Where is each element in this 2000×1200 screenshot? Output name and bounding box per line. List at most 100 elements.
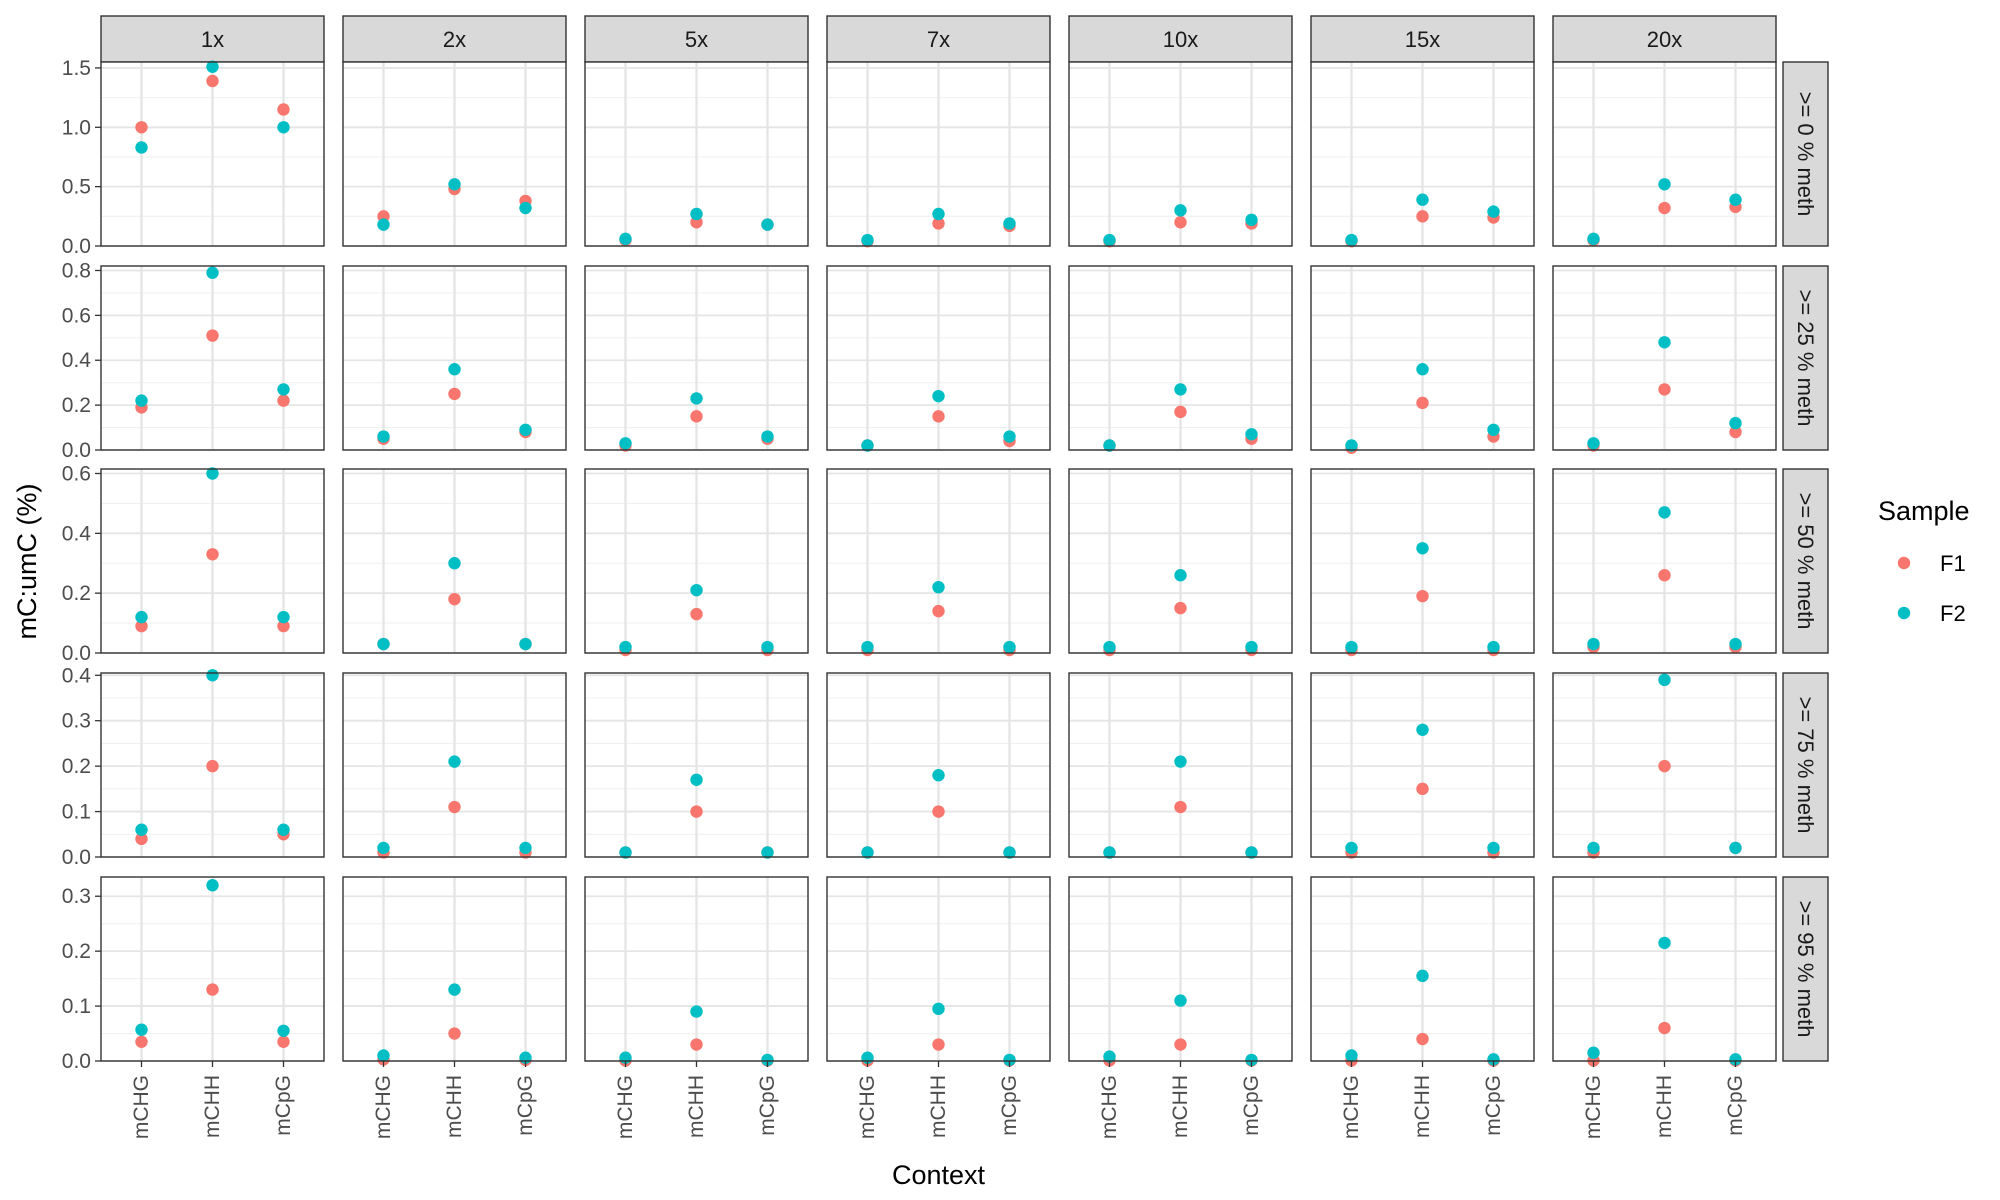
point-F2-mCHG (619, 437, 632, 450)
row-strip (1782, 876, 1829, 1062)
point-F2-mCpG (1487, 423, 1500, 437)
point-F2-mCHG (1103, 640, 1116, 654)
point-F2-mCpG (1729, 193, 1742, 206)
point-F2-mCpG (761, 1053, 774, 1067)
panel-border (826, 265, 1051, 451)
point-F1-mCHH (1416, 1032, 1429, 1046)
y-tick-label: 0.0 (62, 1050, 91, 1073)
point-F2-mCHG (1587, 637, 1600, 651)
point-F2-mCHH (1174, 383, 1187, 396)
point-F2-mCHG (135, 610, 148, 624)
panel-border (584, 61, 809, 247)
point-F2-mCpG (1487, 640, 1500, 654)
panel-border (1552, 672, 1777, 858)
panel-border (1310, 672, 1535, 858)
x-tick-label: mCHH (1169, 1075, 1192, 1138)
x-tick-label: mCpG (998, 1075, 1021, 1136)
point-F2-mCpG (761, 430, 774, 443)
point-F2-mCHH (206, 60, 219, 73)
point-F2-mCpG (519, 201, 532, 215)
point-F2-mCHG (135, 823, 148, 836)
point-F2-mCpG (1487, 841, 1500, 855)
point-F2-mCHH (690, 773, 703, 786)
y-tick-label: 0.2 (62, 940, 91, 963)
point-F1-mCHH (932, 410, 945, 423)
panel-border (826, 468, 1051, 654)
x-tick-label: mCpG (1240, 1075, 1263, 1136)
point-F2-mCHH (932, 207, 945, 221)
point-F2-mCHH (206, 467, 219, 480)
y-tick-label: 0.0 (62, 642, 91, 665)
point-F2-mCpG (1003, 846, 1016, 859)
col-strip-label: 1x (201, 27, 224, 52)
x-tick-label: mCHG (130, 1075, 153, 1139)
point-F1-mCHH (690, 1038, 703, 1051)
point-F2-mCHG (861, 439, 874, 452)
x-tick-label: mCHH (1653, 1075, 1676, 1138)
row-strip (1782, 672, 1829, 858)
row-strip (1782, 468, 1829, 654)
col-strip-7x (826, 15, 1051, 63)
x-tick-label: mCpG (1482, 1075, 1505, 1136)
point-F2-mCpG (277, 823, 290, 836)
point-F2-mCpG (1729, 841, 1742, 855)
point-F1-mCHH (1416, 396, 1429, 410)
y-tick-label: 0.4 (62, 664, 92, 687)
point-F1-mCHH (1174, 800, 1187, 814)
point-F2-mCHH (932, 389, 945, 403)
panel-border (342, 672, 567, 858)
point-F2-mCHG (377, 1049, 390, 1062)
x-tick-label: mCpG (756, 1075, 779, 1136)
point-F2-mCHH (1416, 193, 1429, 206)
y-tick-label: 0.1 (62, 801, 91, 824)
col-strip-15x (1310, 15, 1535, 63)
point-F1-mCHH (1416, 210, 1429, 223)
panel-border (1068, 468, 1293, 654)
y-tick-label: 0.2 (62, 755, 91, 778)
point-F1-mCpG (1729, 425, 1742, 439)
point-F2-mCpG (277, 610, 290, 624)
x-tick-label: mCpG (514, 1075, 537, 1136)
y-tick-label: 1.0 (62, 116, 91, 139)
point-F2-mCHH (932, 1002, 945, 1016)
panel-border (1068, 61, 1293, 247)
point-F1-mCHG (135, 832, 148, 846)
point-F2-mCpG (1487, 1053, 1500, 1066)
point-F2-mCpG (1487, 205, 1500, 218)
point-F1-mCHH (932, 805, 945, 818)
point-F2-mCHG (1345, 1049, 1358, 1062)
legend-label-F1: F1 (1940, 551, 1966, 576)
x-tick-label: mCHG (614, 1075, 637, 1139)
point-F2-mCHG (1103, 439, 1116, 452)
legend-key-F1 (1897, 556, 1911, 570)
point-F1-mCHH (1174, 1038, 1187, 1051)
point-F1-mCpG (277, 619, 290, 633)
y-tick-label: 0.2 (62, 394, 91, 417)
point-F1-mCHH (448, 1027, 461, 1040)
point-F2-mCHG (1345, 640, 1358, 654)
point-F1-mCHH (1174, 601, 1187, 615)
point-F2-mCHG (377, 637, 390, 651)
col-strip-label: 5x (685, 27, 708, 52)
point-F2-mCpG (1245, 213, 1258, 227)
point-F2-mCHG (135, 394, 148, 407)
point-F2-mCHH (448, 557, 461, 570)
legend-key-F2 (1897, 606, 1911, 620)
panel-border (1310, 265, 1535, 451)
panel-border (100, 672, 325, 858)
point-F2-mCHH (1416, 542, 1429, 555)
panel-border (1310, 468, 1535, 654)
y-tick-label: 0.6 (62, 304, 91, 327)
point-F2-mCpG (277, 383, 290, 396)
y-tick-label: 0.3 (62, 885, 91, 908)
y-tick-label: 0.6 (62, 462, 91, 485)
panel-border (1552, 265, 1777, 451)
point-F2-mCHH (690, 392, 703, 405)
point-F2-mCHG (619, 232, 632, 246)
row-strip-label: >= 75 % meth (1793, 697, 1818, 834)
point-F2-mCHG (377, 218, 390, 231)
col-strip-5x (584, 15, 809, 63)
point-F2-mCpG (519, 423, 532, 437)
point-F2-mCHH (690, 207, 703, 221)
